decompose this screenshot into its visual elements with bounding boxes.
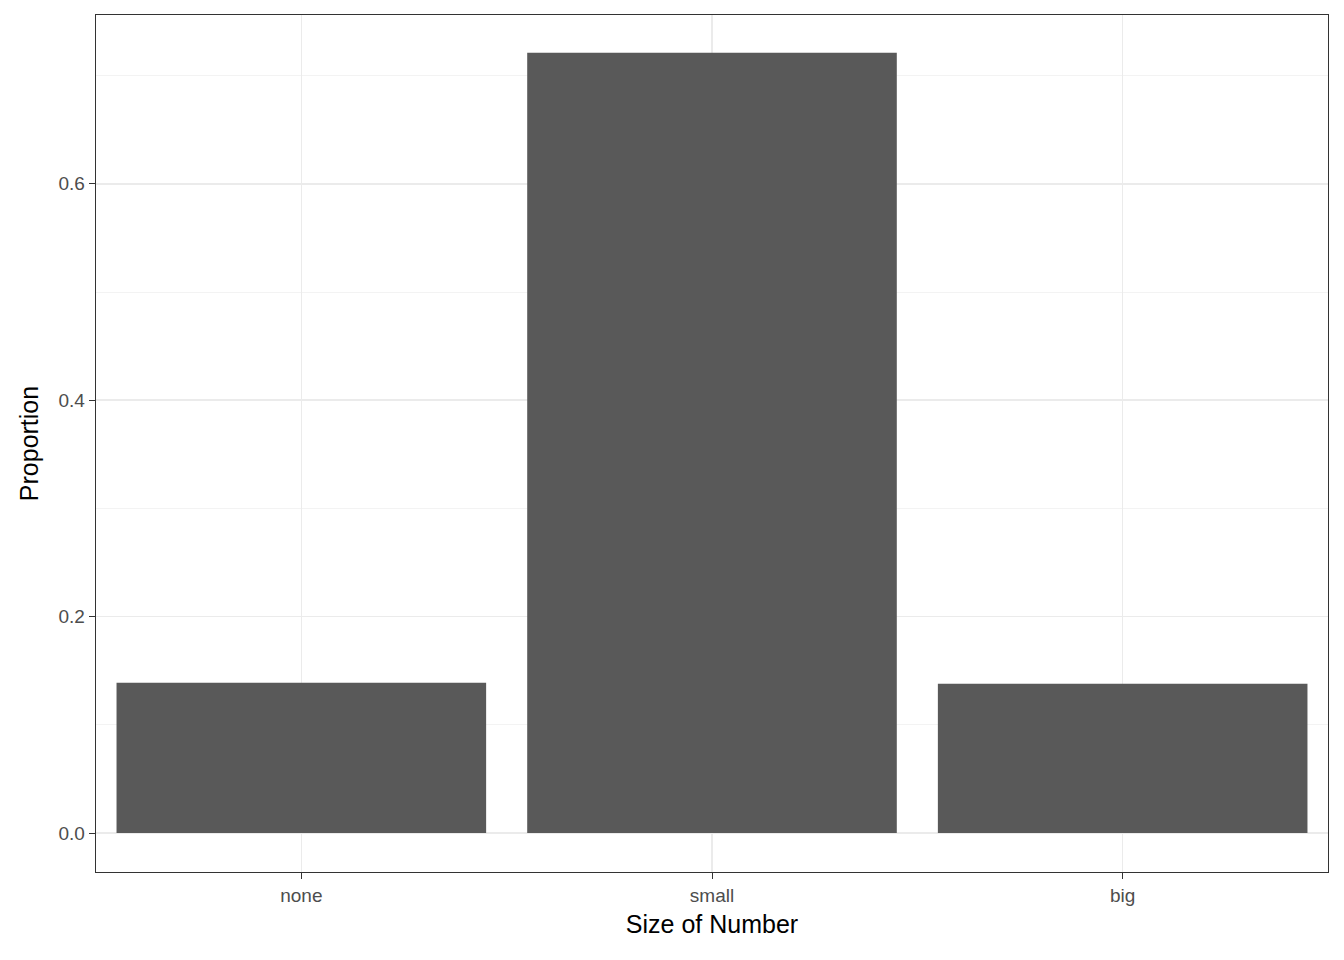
svg-text:0.2: 0.2 xyxy=(58,606,84,627)
svg-text:big: big xyxy=(1110,885,1135,906)
svg-text:Size of Number: Size of Number xyxy=(626,910,798,938)
svg-text:small: small xyxy=(690,885,734,906)
svg-text:Proportion: Proportion xyxy=(15,386,43,501)
svg-text:none: none xyxy=(280,885,322,906)
svg-text:0.6: 0.6 xyxy=(58,173,84,194)
svg-text:0.4: 0.4 xyxy=(58,390,85,411)
svg-text:0.0: 0.0 xyxy=(58,823,84,844)
